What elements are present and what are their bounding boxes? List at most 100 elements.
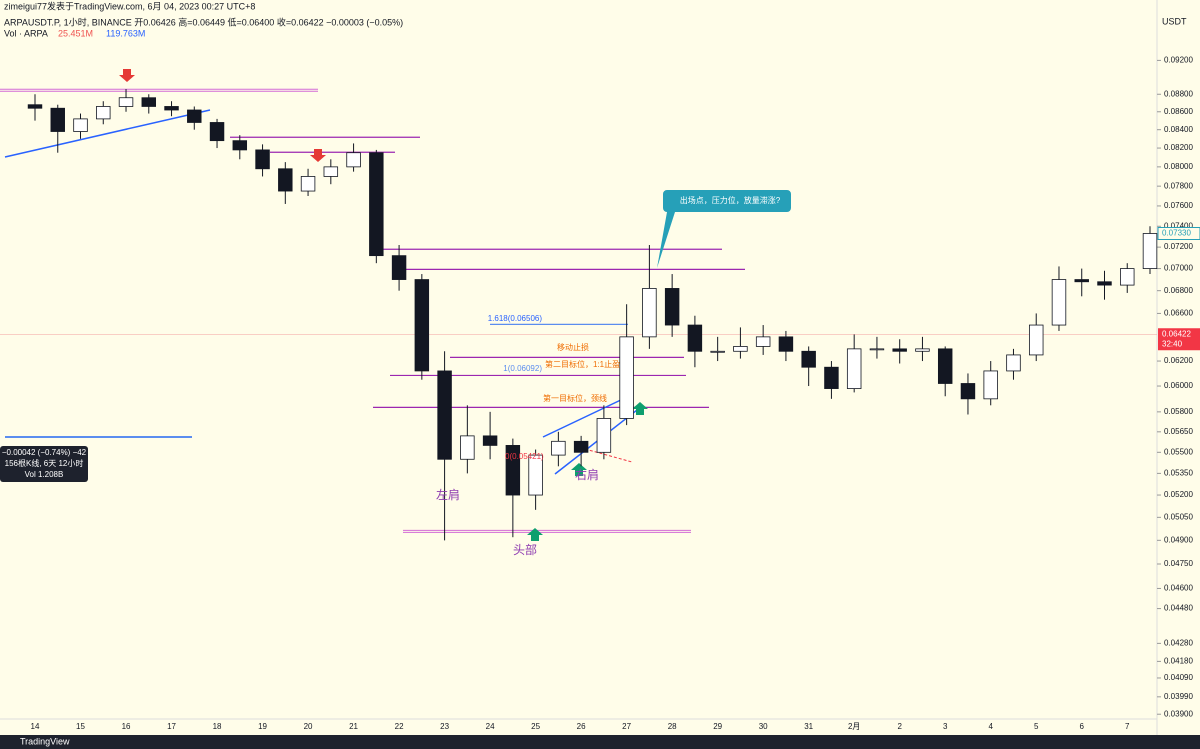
candle-body [27, 104, 43, 109]
candle-body [960, 383, 976, 400]
y-tick-label: 0.08000 [1164, 162, 1193, 171]
x-tick-label: 5 [1034, 722, 1039, 731]
volume-name: Vol · ARPA [4, 28, 48, 38]
y-tick-label: 0.04900 [1164, 535, 1193, 544]
candle-body [824, 366, 839, 389]
y-tick-label: 0.05650 [1164, 427, 1193, 436]
x-tick-label: 29 [713, 722, 722, 731]
candle-body [664, 288, 680, 326]
x-tick-label: 30 [759, 722, 768, 731]
x-tick-label: 18 [213, 722, 222, 731]
candle-body [983, 370, 998, 400]
x-tick-label: 23 [440, 722, 449, 731]
y-tick-label: 0.07600 [1164, 201, 1193, 210]
trend-line [554, 409, 638, 475]
candle-body [687, 324, 703, 352]
x-tick-label: 2月 [848, 722, 860, 731]
x-tick-label: 2 [897, 722, 902, 731]
candle-body [755, 336, 771, 347]
candle-body [1051, 279, 1067, 326]
candle-body [437, 370, 452, 460]
measure-box [0, 446, 88, 482]
annotation: 左肩 [436, 487, 460, 502]
candle-body [50, 107, 65, 132]
candle-body [801, 350, 816, 368]
y-tick-label: 0.07200 [1164, 242, 1193, 251]
candle-body [1142, 233, 1158, 269]
candle-body [596, 418, 612, 453]
annotation: 出场点，压力位，放量滞涨? [680, 195, 781, 205]
candle-body [300, 176, 316, 192]
candle-body [278, 168, 293, 192]
y-tick-label: 0.08800 [1164, 89, 1193, 98]
y-tick-label: 0.04480 [1164, 604, 1193, 613]
x-tick-label: 7 [1125, 722, 1130, 731]
y-tick-label: 0.06000 [1164, 381, 1193, 390]
y-tick-label: 0.06800 [1164, 286, 1193, 295]
candle-body [96, 106, 111, 120]
candle-body [551, 440, 566, 456]
y-tick-label: 0.08400 [1164, 125, 1193, 134]
y-tick-label: 0.06600 [1164, 309, 1193, 318]
x-tick-label: 20 [304, 722, 313, 731]
y-tick-label: 0.05500 [1164, 447, 1193, 456]
y-tick-label: 0.04180 [1164, 656, 1193, 665]
y-tick-label: 0.07400 [1164, 221, 1193, 230]
trend-line [4, 109, 211, 158]
x-tick-label: 28 [668, 722, 677, 731]
measure-text: 156根K线, 6天 12小时 [5, 458, 84, 468]
y-tick-label: 0.03900 [1164, 709, 1193, 718]
axis-unit: USDT [1162, 16, 1187, 26]
volume-value: 25.451M [58, 28, 93, 38]
candle-body [710, 350, 725, 353]
candle-body [869, 348, 885, 351]
measure-text: Vol 1.208B [25, 470, 64, 479]
x-tick-label: 26 [577, 722, 586, 731]
candle-body [937, 348, 953, 384]
x-tick-label: 15 [76, 722, 85, 731]
candle-body [892, 348, 907, 352]
down-arrow [119, 69, 135, 82]
down-arrow [310, 149, 326, 162]
candle-body [460, 435, 475, 460]
candle-body [619, 336, 634, 419]
candle-body [642, 288, 657, 338]
annotation: 1(0.06092) [503, 364, 542, 373]
candle-body [323, 166, 339, 177]
y-tick-label: 0.04750 [1164, 559, 1193, 568]
candle-body [118, 97, 134, 107]
current-price-label: 0.06422 [1162, 329, 1191, 338]
y-tick-label: 0.08200 [1164, 143, 1193, 152]
publisher: zimeigui77发表于TradingView.com, 6月 04, 202… [4, 0, 255, 11]
candle-body [232, 140, 248, 151]
annotation: 第一目标位，颈线 [543, 393, 607, 403]
x-tick-label: 6 [1080, 722, 1085, 731]
up-arrow [632, 402, 648, 415]
candle-body [528, 454, 543, 496]
brand: TradingView [20, 736, 70, 746]
y-tick-label: 0.08600 [1164, 107, 1193, 116]
x-tick-label: 21 [349, 722, 358, 731]
candle-body [391, 255, 407, 280]
candle-body [1028, 324, 1044, 356]
annotation: 1.618(0.06506) [488, 314, 543, 323]
callout [657, 190, 791, 268]
candle-body [414, 279, 430, 372]
y-tick-label: 0.05350 [1164, 468, 1193, 477]
x-tick-label: 14 [31, 722, 40, 731]
annotation: 右肩 [575, 467, 599, 482]
y-tick-label: 0.07000 [1164, 264, 1193, 273]
y-tick-label: 0.05200 [1164, 490, 1193, 499]
candle-body [733, 346, 748, 352]
last-price-label: 0.07330 [1162, 229, 1191, 238]
footer-bar [0, 735, 1200, 749]
projection-line [584, 448, 633, 463]
x-tick-label: 4 [988, 722, 993, 731]
candle-body [369, 152, 384, 257]
x-tick-label: 16 [122, 722, 131, 731]
y-tick-label: 0.04280 [1164, 638, 1193, 647]
x-tick-label: 25 [531, 722, 540, 731]
trend-line [542, 397, 626, 438]
candle-body [209, 122, 225, 142]
measure-text: −0.00042 (−0.74%) −42 [2, 448, 87, 457]
